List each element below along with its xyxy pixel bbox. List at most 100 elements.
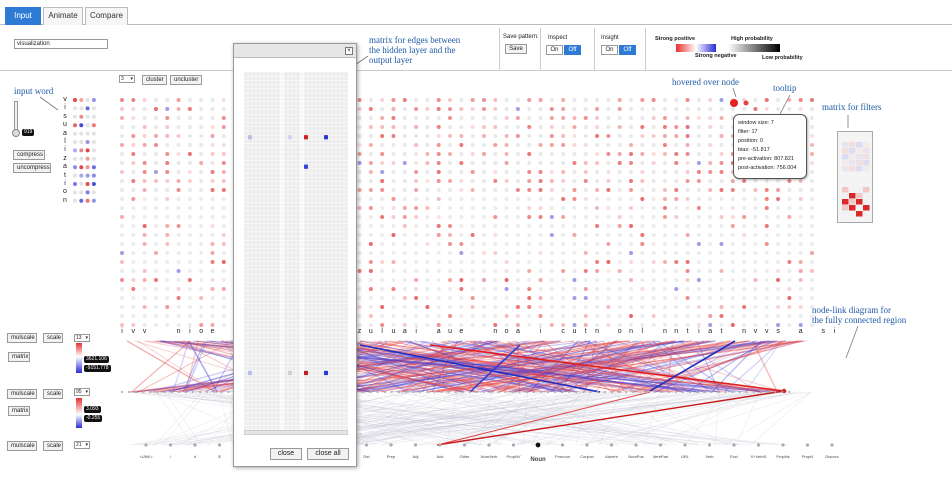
- hidden-node[interactable]: [708, 215, 713, 219]
- matrix-cell[interactable]: [288, 370, 292, 376]
- hidden-node[interactable]: [176, 278, 181, 282]
- embedding-node[interactable]: [73, 131, 77, 136]
- hidden-node[interactable]: [165, 197, 170, 201]
- hidden-node[interactable]: [640, 179, 645, 183]
- hidden-node[interactable]: [651, 242, 656, 246]
- hidden-node[interactable]: [142, 197, 147, 201]
- hidden-node[interactable]: [662, 98, 667, 102]
- hidden-node[interactable]: [515, 188, 520, 192]
- hidden-node[interactable]: [685, 242, 690, 246]
- hidden-node[interactable]: [131, 305, 136, 309]
- hidden-node[interactable]: [629, 233, 634, 237]
- hidden-node[interactable]: [798, 242, 803, 246]
- hidden-node[interactable]: [549, 305, 554, 309]
- hidden-node[interactable]: [402, 215, 407, 219]
- hidden-node[interactable]: [798, 296, 803, 300]
- hidden-node[interactable]: [527, 287, 532, 291]
- hidden-node[interactable]: [617, 134, 622, 138]
- hidden-node[interactable]: [696, 287, 701, 291]
- hidden-fc-node[interactable]: [632, 390, 635, 394]
- hidden-node[interactable]: [798, 98, 803, 102]
- hidden-node[interactable]: [165, 107, 170, 111]
- hidden-node[interactable]: [651, 215, 656, 219]
- embedding-node[interactable]: [85, 182, 90, 186]
- hidden-node[interactable]: [696, 107, 701, 111]
- hidden-node[interactable]: [221, 323, 226, 327]
- hidden-node[interactable]: [674, 323, 679, 327]
- hidden-node[interactable]: [764, 260, 769, 264]
- hidden-node[interactable]: [527, 179, 532, 183]
- hidden-node[interactable]: [199, 143, 204, 147]
- hidden-node[interactable]: [662, 323, 667, 327]
- hidden-node[interactable]: [436, 251, 441, 255]
- hidden-node[interactable]: [120, 260, 124, 264]
- hidden-node[interactable]: [187, 143, 192, 147]
- hidden-node[interactable]: [617, 98, 622, 102]
- hidden-node[interactable]: [640, 197, 645, 201]
- hidden-node[interactable]: [391, 116, 396, 120]
- hidden-node[interactable]: [583, 314, 588, 318]
- hidden-node[interactable]: [696, 188, 701, 192]
- hidden-node[interactable]: [210, 98, 215, 102]
- hidden-node[interactable]: [617, 224, 622, 228]
- hidden-node[interactable]: [380, 152, 385, 156]
- hidden-node[interactable]: [572, 107, 577, 111]
- hidden-node[interactable]: [662, 152, 667, 156]
- hidden-node[interactable]: [459, 125, 464, 129]
- hidden-node[interactable]: [391, 188, 396, 192]
- hidden-node[interactable]: [640, 323, 645, 327]
- hidden-node[interactable]: [368, 143, 373, 147]
- hidden-node[interactable]: [708, 188, 713, 192]
- hidden-node[interactable]: [674, 269, 679, 273]
- hidden-node[interactable]: [787, 305, 792, 309]
- hidden-node[interactable]: [481, 188, 486, 192]
- hidden-node[interactable]: [199, 197, 204, 201]
- hidden-node[interactable]: [448, 116, 453, 120]
- hidden-node[interactable]: [685, 107, 690, 111]
- hidden-node[interactable]: [595, 197, 600, 201]
- hidden-node[interactable]: [165, 179, 170, 183]
- hidden-node[interactable]: [199, 107, 204, 111]
- hidden-node[interactable]: [120, 305, 124, 309]
- hidden-node[interactable]: [448, 251, 453, 255]
- matrix-cell[interactable]: [304, 164, 308, 169]
- hidden-node[interactable]: [549, 170, 554, 174]
- hidden-node[interactable]: [561, 323, 566, 327]
- hidden-node[interactable]: [583, 233, 588, 237]
- popup-close-icon[interactable]: ×: [345, 47, 353, 55]
- hidden-node[interactable]: [583, 287, 588, 291]
- hidden-node[interactable]: [595, 179, 600, 183]
- hidden-node[interactable]: [176, 206, 181, 210]
- hidden-node[interactable]: [493, 269, 498, 273]
- output-node[interactable]: [634, 443, 638, 447]
- hidden-node[interactable]: [572, 224, 577, 228]
- hidden-node[interactable]: [787, 233, 792, 237]
- hidden-node[interactable]: [810, 215, 814, 219]
- hidden-node[interactable]: [470, 233, 475, 237]
- hidden-node[interactable]: [368, 179, 373, 183]
- hidden-node[interactable]: [595, 125, 600, 129]
- hidden-node[interactable]: [459, 323, 464, 327]
- hidden-node[interactable]: [493, 314, 498, 318]
- hidden-node[interactable]: [674, 278, 679, 282]
- hidden-node[interactable]: [210, 143, 215, 147]
- hidden-node[interactable]: [481, 206, 486, 210]
- hidden-node[interactable]: [527, 206, 532, 210]
- output-node[interactable]: [168, 443, 173, 447]
- hidden-node[interactable]: [617, 269, 622, 273]
- hidden-node[interactable]: [674, 242, 679, 246]
- hidden-node[interactable]: [481, 116, 486, 120]
- hidden-node[interactable]: [199, 233, 204, 237]
- hidden-node[interactable]: [538, 107, 543, 111]
- hidden-node[interactable]: [538, 260, 543, 264]
- hidden-node[interactable]: [153, 233, 158, 237]
- hidden-node[interactable]: [708, 242, 713, 246]
- hidden-node[interactable]: [120, 287, 124, 291]
- hidden-node[interactable]: [764, 251, 769, 255]
- hidden-node[interactable]: [414, 224, 419, 228]
- hidden-node[interactable]: [153, 287, 158, 291]
- hidden-node[interactable]: [210, 161, 215, 165]
- hidden-node[interactable]: [380, 188, 385, 192]
- hidden-node[interactable]: [662, 206, 667, 210]
- hidden-node[interactable]: [414, 161, 419, 165]
